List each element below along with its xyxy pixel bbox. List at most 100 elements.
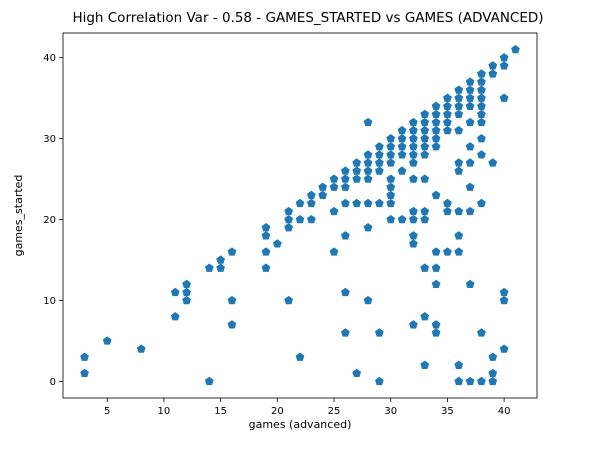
- data-point: [340, 174, 350, 183]
- x-tick-label: 40: [498, 406, 511, 417]
- data-point: [431, 134, 441, 143]
- data-point: [261, 231, 271, 240]
- data-point: [488, 376, 498, 386]
- data-point: [465, 101, 475, 110]
- data-point: [409, 231, 418, 240]
- data-point: [386, 190, 396, 199]
- data-point: [409, 142, 418, 151]
- data-point: [170, 312, 180, 321]
- data-point: [386, 134, 396, 143]
- data-point: [295, 352, 305, 361]
- data-point: [397, 142, 407, 151]
- data-point: [477, 376, 486, 386]
- data-point: [227, 295, 237, 305]
- data-point: [386, 182, 396, 191]
- data-point: [454, 85, 464, 94]
- data-point: [340, 328, 350, 337]
- data-point: [454, 101, 464, 110]
- data-point: [409, 214, 418, 224]
- data-point: [397, 134, 407, 143]
- data-point: [420, 142, 430, 151]
- data-point: [454, 206, 464, 216]
- data-point: [465, 376, 475, 386]
- chart-title: High Correlation Var - 0.58 - GAMES_STAR…: [72, 10, 543, 26]
- data-point: [170, 287, 180, 297]
- data-point: [352, 368, 362, 378]
- data-point: [340, 198, 350, 208]
- data-point: [499, 287, 509, 297]
- data-point: [454, 376, 464, 386]
- data-point: [443, 125, 452, 135]
- data-point: [375, 328, 384, 337]
- data-point: [136, 344, 146, 353]
- data-point: [386, 158, 396, 167]
- y-tick-label: 30: [43, 134, 56, 145]
- data-point: [340, 231, 350, 240]
- data-point: [465, 85, 475, 94]
- data-point: [454, 360, 464, 369]
- data-point: [454, 247, 464, 256]
- data-point: [261, 247, 271, 256]
- data-point: [488, 352, 498, 361]
- data-point: [386, 174, 396, 183]
- data-point: [375, 142, 384, 151]
- data-point: [454, 125, 464, 135]
- data-point: [409, 158, 418, 167]
- x-tick-label: 20: [271, 406, 284, 417]
- data-point: [443, 109, 452, 119]
- data-point: [329, 174, 339, 183]
- data-point: [227, 247, 237, 256]
- data-point: [363, 174, 373, 183]
- data-point: [431, 101, 441, 110]
- data-point: [227, 320, 237, 329]
- data-point: [340, 287, 350, 297]
- data-point: [306, 190, 316, 199]
- data-point: [363, 223, 373, 232]
- data-point: [443, 101, 452, 110]
- data-point: [420, 125, 430, 135]
- data-point: [420, 117, 430, 127]
- data-point: [409, 134, 418, 143]
- data-point: [409, 174, 418, 183]
- data-point: [80, 368, 89, 378]
- data-point: [340, 166, 350, 175]
- data-point: [409, 125, 418, 135]
- x-tick-label: 30: [384, 406, 397, 417]
- x-tick-label: 15: [214, 406, 227, 417]
- data-point: [431, 247, 441, 256]
- data-point: [409, 117, 418, 127]
- data-point: [431, 190, 441, 199]
- data-point: [499, 93, 509, 102]
- data-point: [431, 279, 441, 289]
- data-point: [465, 182, 475, 191]
- data-point: [465, 93, 475, 102]
- data-point: [182, 279, 191, 289]
- data-point: [465, 77, 475, 86]
- data-point: [318, 182, 328, 191]
- data-point: [182, 287, 191, 297]
- data-point: [443, 206, 452, 216]
- data-point: [477, 85, 486, 94]
- data-point: [306, 214, 316, 224]
- data-point: [420, 312, 430, 321]
- data-point: [431, 117, 441, 127]
- data-point: [477, 77, 486, 86]
- data-point: [204, 376, 214, 386]
- data-points: [80, 44, 520, 386]
- data-point: [216, 263, 225, 272]
- axis-ticks: 5 10 15 20 25 30 35 40 0 10 20 30 40: [43, 53, 510, 417]
- data-point: [431, 142, 441, 151]
- x-tick-label: 10: [158, 406, 171, 417]
- data-point: [420, 360, 430, 369]
- data-point: [375, 150, 384, 159]
- data-point: [499, 344, 509, 353]
- data-point: [454, 109, 464, 119]
- data-point: [465, 206, 475, 216]
- data-point: [386, 198, 396, 208]
- data-point: [397, 125, 407, 135]
- data-point: [386, 150, 396, 159]
- data-point: [465, 142, 475, 151]
- data-point: [363, 198, 373, 208]
- data-point: [352, 166, 362, 175]
